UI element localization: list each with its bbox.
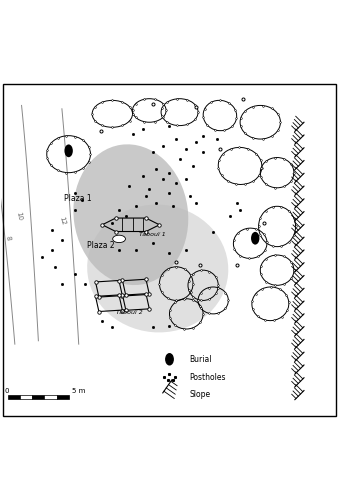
Text: 0: 0 (4, 388, 9, 394)
Bar (44, 394, 57, 399)
Ellipse shape (64, 144, 73, 157)
Bar (20, 394, 32, 399)
Ellipse shape (113, 235, 125, 242)
Text: Tábouï 2: Tábouï 2 (116, 310, 142, 315)
Ellipse shape (166, 354, 173, 365)
Bar (8, 394, 20, 399)
Text: 12: 12 (59, 216, 67, 226)
Text: Burial: Burial (190, 355, 212, 364)
Text: Plaza 2: Plaza 2 (87, 242, 115, 250)
Text: Plaza 1: Plaza 1 (64, 194, 91, 203)
Text: Slope: Slope (190, 390, 211, 399)
Bar (57, 394, 68, 399)
Text: Tábouï 1: Tábouï 1 (139, 232, 166, 237)
Text: Postholes: Postholes (190, 372, 226, 382)
Ellipse shape (73, 144, 188, 285)
Text: 8: 8 (5, 236, 12, 241)
Text: 5 m: 5 m (72, 388, 85, 394)
Ellipse shape (251, 232, 259, 244)
Ellipse shape (87, 204, 228, 332)
Text: 10: 10 (15, 211, 22, 220)
Bar (32, 394, 44, 399)
